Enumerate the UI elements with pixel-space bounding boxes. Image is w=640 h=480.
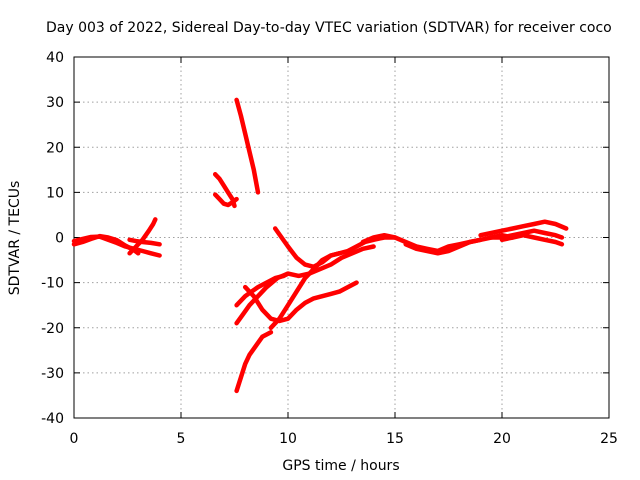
series-group — [71, 97, 569, 394]
series-line-arc-3 — [127, 217, 158, 256]
y-tick-label: -20 — [41, 321, 64, 337]
series-line-arc-12 — [242, 280, 359, 324]
x-tick-label: 20 — [493, 431, 511, 447]
x-tick-label: 5 — [177, 431, 186, 447]
series-line-arc-2 — [71, 234, 162, 258]
x-tick-label: 15 — [386, 431, 404, 447]
series-line-arc-4 — [127, 237, 162, 247]
series-line-arc-16 — [478, 219, 569, 238]
y-tick-label: 0 — [55, 231, 64, 247]
y-axis-label: SDTVAR / TECUs — [7, 181, 23, 296]
y-tick-label: -30 — [41, 366, 64, 382]
y-tick-label: -40 — [41, 411, 64, 427]
x-tick-label: 0 — [70, 431, 79, 447]
x-tick-label: 25 — [600, 431, 618, 447]
x-axis-label: GPS time / hours — [282, 458, 399, 474]
y-tick-label: 40 — [46, 50, 64, 66]
series-line-arc-11 — [234, 244, 376, 326]
chart-title: Day 003 of 2022, Sidereal Day-to-day VTE… — [46, 20, 612, 36]
series-line-arc-8 — [234, 330, 274, 394]
x-tick-label: 10 — [279, 431, 297, 447]
y-tick-label: 30 — [46, 95, 64, 111]
series-line-arc-7 — [234, 97, 261, 195]
series-line-arc-6 — [212, 192, 239, 208]
y-tick-label: -10 — [41, 276, 64, 292]
axis-ticks: 0 5 10 15 20 25 -40 -30 -20 -10 0 10 20 30 40 — [41, 50, 618, 447]
y-tick-label: 10 — [46, 185, 64, 201]
series-line-arc-18 — [499, 232, 565, 247]
y-tick-label: 20 — [46, 140, 64, 156]
